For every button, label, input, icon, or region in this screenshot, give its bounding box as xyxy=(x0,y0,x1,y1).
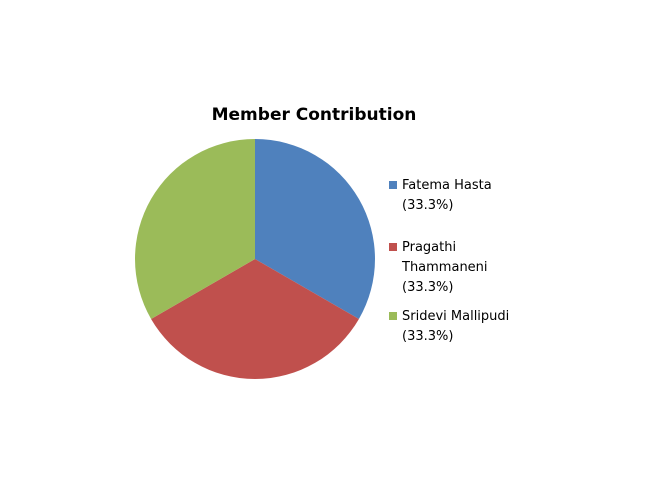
pie-slice-sridevi-mallipudi xyxy=(135,139,255,319)
legend-percentage: (33.3%) xyxy=(402,329,454,344)
legend-percentage: (33.3%) xyxy=(402,280,454,295)
legend-label: Pragathi Thammaneni xyxy=(402,240,488,275)
legend-entry-fatema-hasta: Fatema Hasta (33.3%) xyxy=(389,176,539,216)
pie-slice-pragathi-thammaneni xyxy=(151,259,359,379)
legend-swatch-pragathi-thammaneni xyxy=(389,243,397,251)
legend-entry-sridevi-mallipudi: Sridevi Mallipudi (33.3%) xyxy=(389,307,539,347)
legend-percentage: (33.3%) xyxy=(402,198,454,213)
chart-title: Member Contribution xyxy=(211,105,417,125)
legend: Fatema Hasta (33.3%) Pragathi Thammaneni… xyxy=(389,176,539,347)
legend-swatch-sridevi-mallipudi xyxy=(389,312,397,320)
legend-label: Fatema Hasta xyxy=(402,178,492,193)
legend-label: Sridevi Mallipudi xyxy=(402,309,510,324)
legend-swatch-fatema-hasta xyxy=(389,181,397,189)
pie-slice-fatema-hasta xyxy=(255,139,375,319)
legend-entry-pragathi-thammaneni: Pragathi Thammaneni (33.3%) xyxy=(389,238,492,298)
